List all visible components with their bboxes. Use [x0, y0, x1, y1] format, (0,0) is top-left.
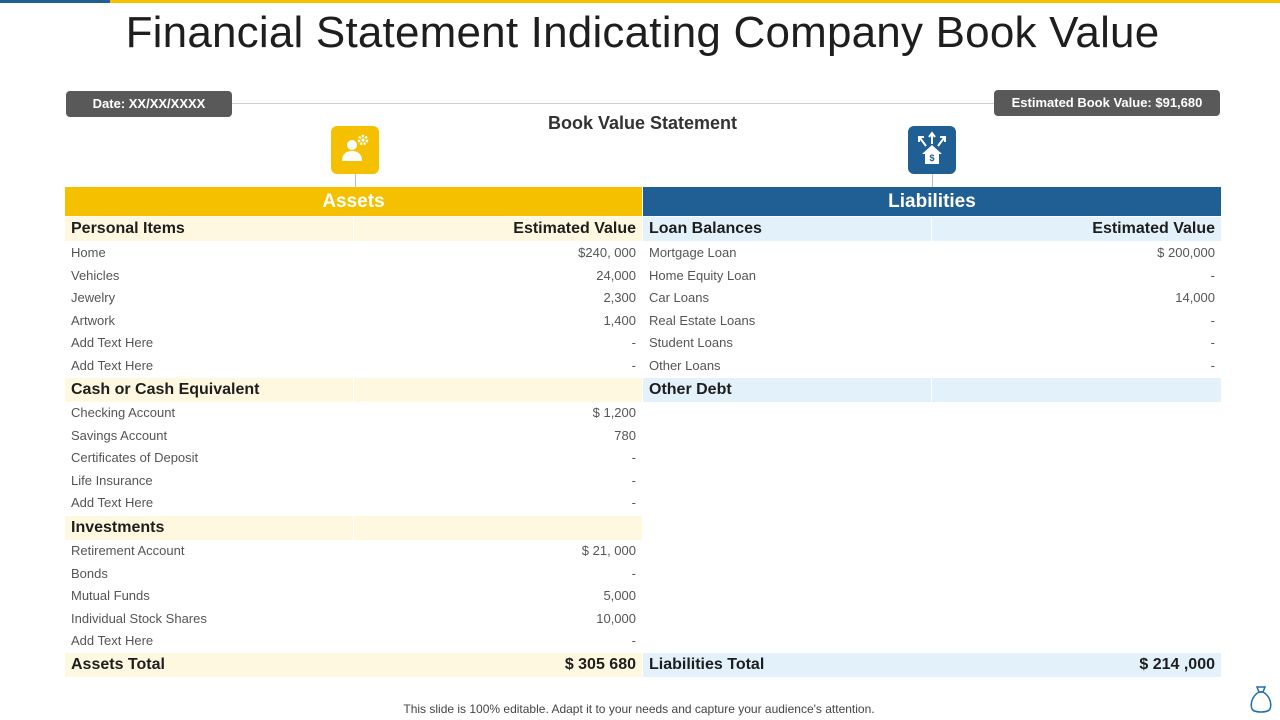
table-row: Add Text Here -: [71, 633, 636, 648]
section-title: Cash or Cash Equivalent: [71, 381, 260, 398]
table-row: Student Loans -: [649, 335, 1215, 350]
table-row: Car Loans 14,000: [649, 290, 1215, 305]
liabilities-total-label: Liabilities Total: [649, 656, 765, 673]
section-title: Personal Items: [71, 220, 185, 237]
table-row: Retirement Account $ 21, 000: [71, 543, 636, 558]
table-row: Individual Stock Shares 10,000: [71, 610, 636, 626]
section-value-header: Estimated Value: [513, 220, 636, 237]
date-badge: Date: XX/XX/XXXX: [66, 91, 232, 117]
footer-note: This slide is 100% editable. Adapt it to…: [403, 702, 875, 716]
table-row: Add Text Here -: [71, 357, 636, 373]
liabilities-header: Liabilities: [643, 187, 1221, 216]
table-row: Other Loans -: [649, 357, 1215, 373]
table-row: Jewelry 2,300: [71, 290, 636, 305]
section-title: Investments: [71, 519, 165, 536]
liabilities-total-value: $ 214 ,000: [1139, 656, 1215, 673]
svg-text:$: $: [929, 153, 934, 163]
assets-connector: [355, 174, 356, 187]
top-accent-bar-yellow: [110, 0, 1280, 3]
table-row: Artwork 1,400: [71, 312, 636, 328]
assets-icon-box: [331, 126, 379, 174]
assets-section-personal-items: Personal Items Estimated Value: [65, 217, 642, 241]
liabilities-icon-box: $: [908, 126, 956, 174]
table-row: Add Text Here -: [71, 495, 636, 510]
user-gear-icon: [342, 134, 369, 161]
assets-section-investments: Investments: [65, 516, 642, 540]
assets-total-label: Assets Total: [71, 656, 165, 673]
statement-subtitle: Book Value Statement: [547, 113, 738, 133]
table-row: Mortgage Loan $ 200,000: [649, 245, 1215, 260]
page-title: Financial Statement Indicating Company B…: [125, 8, 1160, 57]
house-dollar-arrows-icon: $: [918, 131, 946, 164]
section-value-header: Estimated Value: [1092, 220, 1215, 237]
table-row: Real Estate Loans -: [649, 312, 1215, 328]
liabilities-connector: [932, 174, 933, 187]
liabilities-total-row: Liabilities Total $ 214 ,000: [643, 653, 1221, 677]
table-row: Bonds -: [71, 565, 636, 581]
liabilities-section-other-debt: Other Debt: [643, 378, 1221, 402]
table-row: Certificates of Deposit -: [71, 450, 636, 465]
table-row: Checking Account $ 1,200: [71, 405, 636, 420]
estimated-book-value-badge: Estimated Book Value: $91,680: [994, 90, 1220, 116]
table-row: Mutual Funds 5,000: [71, 588, 636, 603]
top-accent-bar-blue: [0, 0, 110, 3]
assets-section-cash: Cash or Cash Equivalent: [65, 378, 642, 402]
money-bag-icon: [1250, 686, 1272, 713]
assets-header: Assets: [65, 187, 642, 216]
table-row: Home Equity Loan -: [649, 267, 1215, 283]
assets-total-value: $ 305 680: [564, 656, 636, 673]
table-row: Vehicles 24,000: [71, 267, 636, 283]
assets-total-row: Assets Total $ 305 680: [65, 653, 642, 677]
table-row: Home $240, 000: [71, 245, 636, 260]
table-row: Savings Account 780: [71, 427, 636, 443]
table-row: Add Text Here -: [71, 335, 636, 350]
liabilities-section-loan-balances: Loan Balances Estimated Value: [643, 217, 1221, 241]
table-row: Life Insurance -: [71, 472, 636, 488]
section-title: Other Debt: [649, 381, 732, 398]
section-title: Loan Balances: [649, 220, 762, 237]
header-divider: [232, 103, 994, 104]
